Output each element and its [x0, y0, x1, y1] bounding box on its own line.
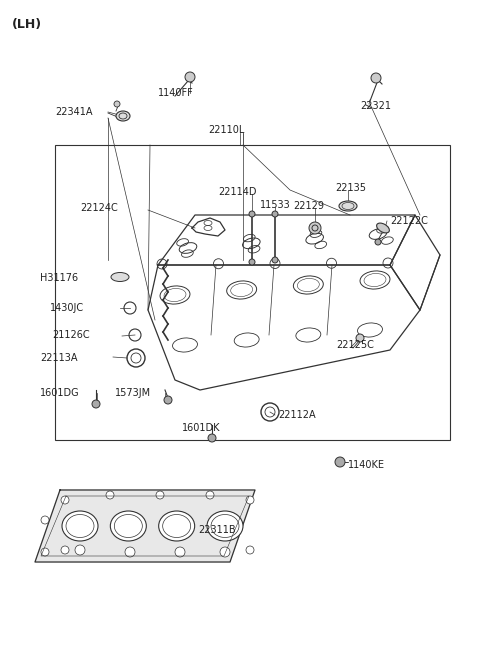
Circle shape — [185, 72, 195, 82]
Circle shape — [272, 257, 278, 263]
Text: 22311B: 22311B — [198, 525, 236, 535]
Circle shape — [164, 396, 172, 404]
Text: 22135: 22135 — [335, 183, 366, 193]
Circle shape — [41, 516, 49, 524]
Text: 1140FF: 1140FF — [158, 88, 194, 98]
Text: 22122C: 22122C — [390, 216, 428, 226]
Text: 21126C: 21126C — [52, 330, 90, 340]
Circle shape — [246, 496, 254, 504]
Text: 22114D: 22114D — [218, 187, 256, 197]
Ellipse shape — [377, 223, 389, 233]
Text: 11533: 11533 — [260, 200, 291, 210]
Circle shape — [356, 334, 364, 342]
Text: (LH): (LH) — [12, 18, 42, 31]
Text: H31176: H31176 — [40, 273, 78, 283]
Text: 1601DG: 1601DG — [40, 388, 80, 398]
Circle shape — [61, 546, 69, 554]
Circle shape — [61, 496, 69, 504]
Circle shape — [125, 547, 135, 557]
Text: 1573JM: 1573JM — [115, 388, 151, 398]
Text: 22125C: 22125C — [336, 340, 374, 350]
Ellipse shape — [62, 511, 98, 541]
Text: 1430JC: 1430JC — [50, 303, 84, 313]
Circle shape — [220, 547, 230, 557]
Text: 22321: 22321 — [360, 101, 391, 111]
Text: 22129: 22129 — [293, 201, 324, 211]
Circle shape — [249, 259, 255, 265]
Ellipse shape — [111, 272, 129, 281]
Circle shape — [309, 222, 321, 234]
Circle shape — [208, 434, 216, 442]
Bar — [55, 145, 450, 440]
Text: 22112A: 22112A — [278, 410, 316, 420]
Circle shape — [92, 400, 100, 408]
Polygon shape — [35, 490, 255, 562]
Ellipse shape — [159, 511, 195, 541]
Text: 22113A: 22113A — [40, 353, 77, 363]
Circle shape — [371, 73, 381, 83]
Circle shape — [156, 491, 164, 499]
Text: 22110L: 22110L — [208, 125, 244, 135]
Text: 22124C: 22124C — [80, 203, 118, 213]
Circle shape — [106, 491, 114, 499]
Circle shape — [114, 101, 120, 107]
Circle shape — [335, 457, 345, 467]
Ellipse shape — [110, 511, 146, 541]
Circle shape — [206, 491, 214, 499]
Circle shape — [41, 548, 49, 556]
Ellipse shape — [339, 201, 357, 211]
Text: 1601DK: 1601DK — [182, 423, 220, 433]
Circle shape — [249, 211, 255, 217]
Text: 1140KE: 1140KE — [348, 460, 385, 470]
Circle shape — [75, 545, 85, 555]
Circle shape — [246, 546, 254, 554]
Circle shape — [175, 547, 185, 557]
Text: 22341A: 22341A — [55, 107, 93, 117]
Circle shape — [375, 239, 381, 245]
Circle shape — [272, 211, 278, 217]
Ellipse shape — [207, 511, 243, 541]
Ellipse shape — [116, 111, 130, 121]
